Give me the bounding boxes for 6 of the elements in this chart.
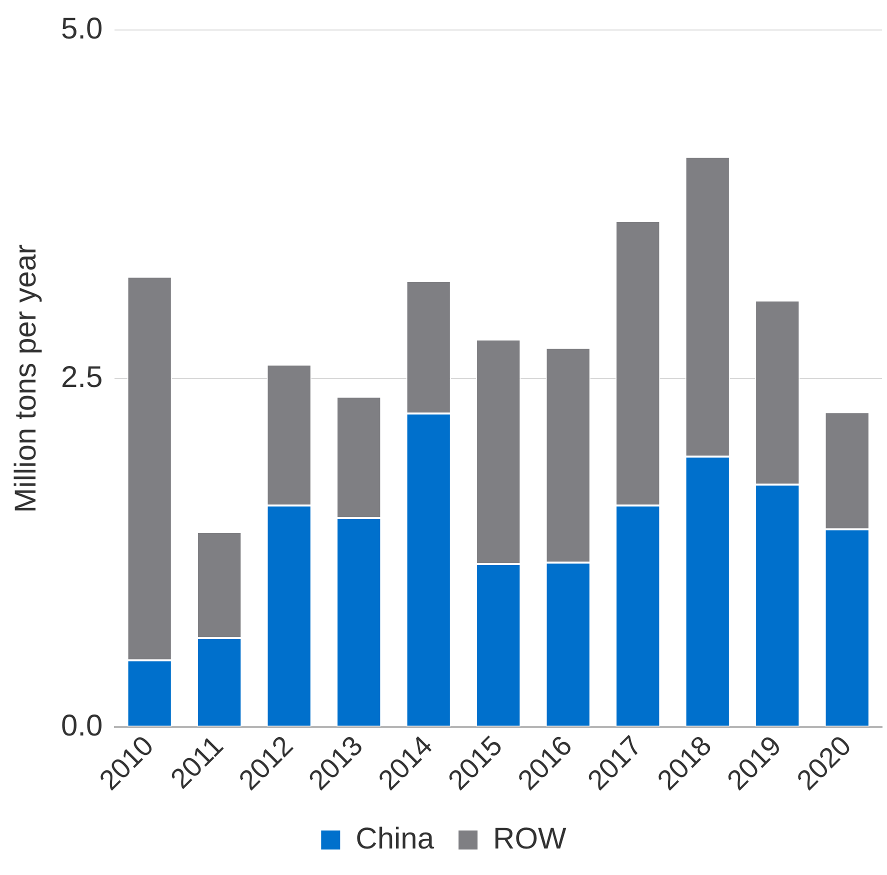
y-tick-label: 0.0 [60,709,103,742]
y-axis-title: Million tons per year [9,244,42,513]
legend-label: ROW [493,822,568,856]
y-tick-label: 2.5 [60,360,103,394]
y-tick-label: 5.0 [60,12,103,46]
legend-label: China [356,822,434,856]
